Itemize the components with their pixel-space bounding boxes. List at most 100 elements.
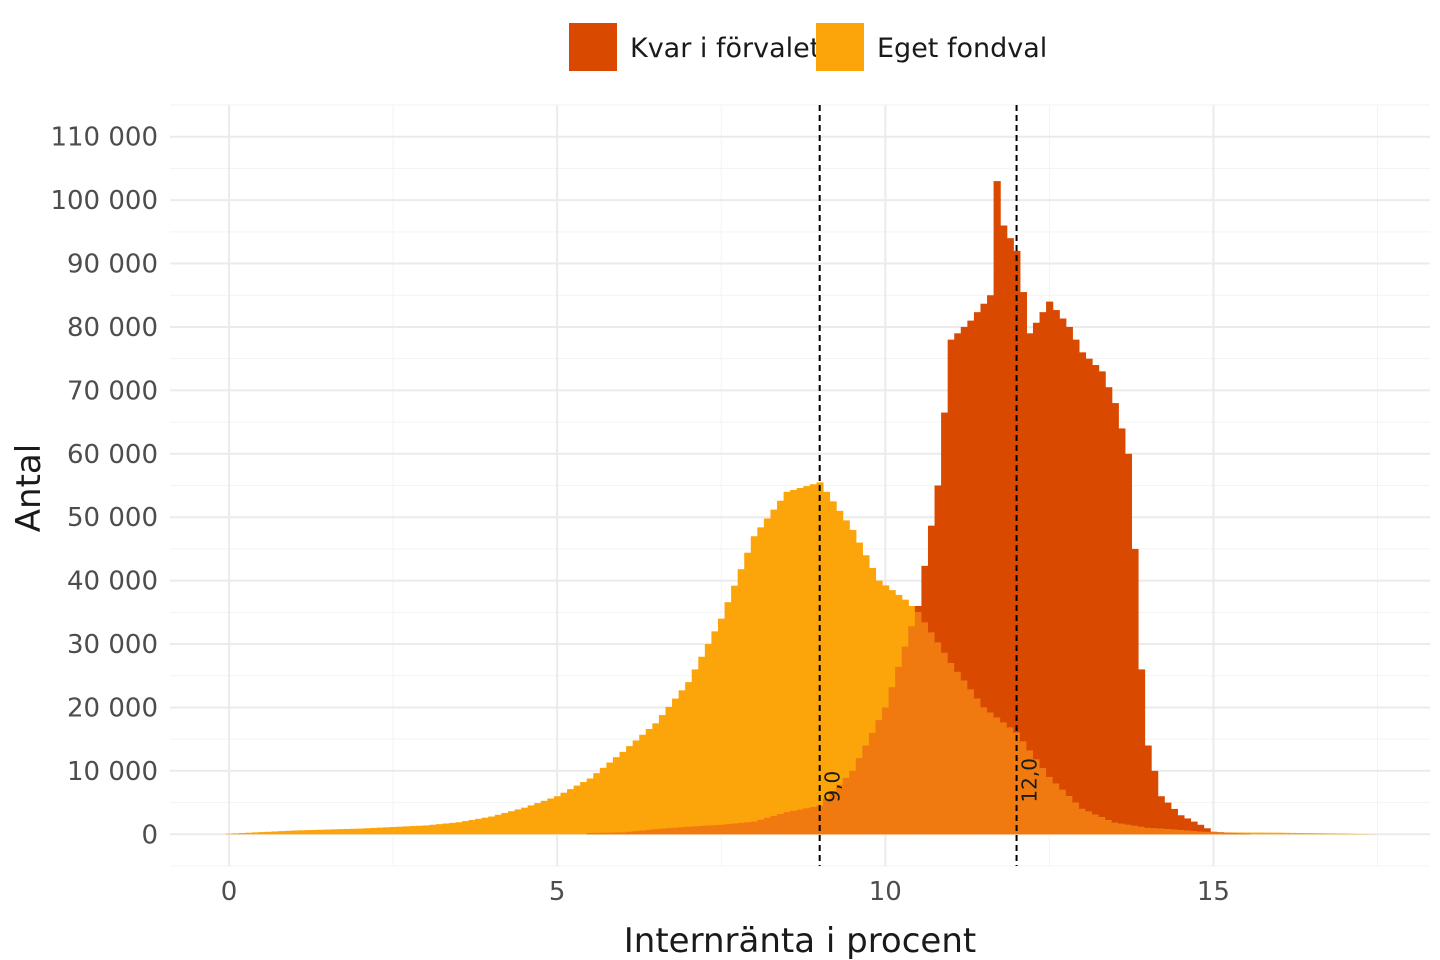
bar-overlap <box>1078 808 1087 835</box>
bar-eget-fondval <box>717 618 726 835</box>
bar-overlap <box>822 798 831 835</box>
bar-eget-fondval <box>265 831 273 835</box>
bar-overlap <box>1098 817 1106 835</box>
bar-kvar-i-forvalet <box>1013 250 1021 733</box>
bar-eget-fondval <box>790 489 798 835</box>
bar-overlap <box>731 823 739 835</box>
bar-eget-fondval <box>1334 833 1343 835</box>
bar-eget-fondval <box>252 832 260 835</box>
bar-eget-fondval <box>868 567 877 835</box>
bar-kvar-i-forvalet <box>1026 333 1034 751</box>
bar-kvar-i-forvalet <box>1164 802 1172 830</box>
bar-eget-fondval <box>455 822 463 835</box>
bar-overlap <box>586 833 594 835</box>
bar-eget-fondval <box>238 833 247 835</box>
bar-overlap <box>1118 823 1126 835</box>
bar-kvar-i-forvalet <box>1111 403 1119 823</box>
bar-eget-fondval <box>809 484 818 835</box>
bar-kvar-i-forvalet <box>1105 387 1113 821</box>
bar-kvar-i-forvalet <box>1046 301 1054 778</box>
bar-overlap <box>599 832 608 835</box>
bar-overlap <box>1000 722 1008 835</box>
bar-eget-fondval <box>612 757 621 835</box>
bar-eget-fondval <box>744 552 752 835</box>
bar-eget-fondval <box>1249 832 1257 835</box>
bar-kvar-i-forvalet <box>1170 808 1178 830</box>
bar-eget-fondval <box>665 706 673 835</box>
bar-overlap <box>934 642 942 835</box>
bar-eget-fondval <box>1295 832 1303 835</box>
bar-eget-fondval <box>770 509 778 835</box>
bar-overlap <box>803 808 811 835</box>
bar-eget-fondval <box>337 829 345 835</box>
bar-eget-fondval <box>763 518 772 835</box>
bar-eget-fondval <box>632 740 640 835</box>
bar-eget-fondval <box>462 821 470 835</box>
bar-eget-fondval <box>685 682 693 835</box>
bar-eget-fondval <box>573 785 581 835</box>
bar-overlap <box>1210 832 1218 835</box>
bar-eget-fondval <box>245 832 253 835</box>
bar-overlap <box>639 830 647 835</box>
bar-eget-fondval <box>567 789 575 835</box>
bar-eget-fondval <box>258 832 266 835</box>
bar-eget-fondval <box>796 488 804 835</box>
bar-kvar-i-forvalet <box>960 326 968 681</box>
bar-overlap <box>665 828 673 835</box>
x-tick-label: 10 <box>869 877 902 907</box>
bar-eget-fondval <box>1341 833 1349 835</box>
y-tick-label: 70 000 <box>67 376 158 406</box>
bar-kvar-i-forvalet <box>1085 358 1093 812</box>
bar-overlap <box>1203 831 1211 835</box>
bar-eget-fondval <box>803 486 811 835</box>
bar-overlap <box>1144 827 1152 835</box>
bar-overlap <box>1052 783 1060 835</box>
bar-eget-fondval <box>494 814 503 835</box>
bar-kvar-i-forvalet <box>1092 365 1100 815</box>
bar-eget-fondval <box>501 812 509 835</box>
bar-eget-fondval <box>271 831 279 835</box>
bar-eget-fondval <box>1321 833 1329 835</box>
bar-overlap <box>691 826 699 835</box>
bar-eget-fondval <box>350 828 358 835</box>
bar-kvar-i-forvalet <box>973 312 982 699</box>
bar-overlap <box>1013 732 1021 835</box>
legend-label-eget: Eget fondval <box>877 33 1047 64</box>
legend: Kvar i förvalet Eget fondval <box>569 23 1047 71</box>
y-axis-title: Antal <box>9 444 49 532</box>
bar-overlap <box>717 824 726 835</box>
bar-kvar-i-forvalet <box>1032 322 1041 760</box>
bar-kvar-i-forvalet <box>993 181 1001 718</box>
bar-overlap <box>895 666 903 835</box>
bar-overlap <box>1190 831 1198 835</box>
bar-kvar-i-forvalet <box>1210 831 1218 833</box>
bar-eget-fondval <box>422 825 430 835</box>
bar-overlap <box>698 825 706 835</box>
bar-eget-fondval <box>724 602 732 835</box>
bar-kvar-i-forvalet <box>1052 310 1060 784</box>
bar-eget-fondval <box>849 529 857 835</box>
bar-eget-fondval <box>842 520 850 835</box>
reference-lines: 9,0 12,0 <box>818 105 1042 866</box>
bar-kvar-i-forvalet <box>1157 796 1165 829</box>
bar-overlap <box>1059 789 1067 835</box>
bar-overlap <box>1229 832 1238 835</box>
bar-eget-fondval <box>317 829 325 835</box>
bar-overlap <box>744 822 752 835</box>
y-tick-label: 20 000 <box>67 693 158 723</box>
bar-eget-fondval <box>639 734 647 835</box>
y-tick-label: 80 000 <box>67 313 158 343</box>
bar-kvar-i-forvalet <box>1039 312 1047 769</box>
bar-overlap <box>724 824 732 835</box>
bar-overlap <box>908 626 916 835</box>
bar-overlap <box>993 717 1001 835</box>
bar-eget-fondval <box>606 762 614 835</box>
bar-eget-fondval <box>593 773 601 835</box>
bar-kvar-i-forvalet <box>1144 745 1152 828</box>
bar-kvar-i-forvalet <box>1019 292 1028 742</box>
bar-eget-fondval <box>291 830 299 835</box>
bar-eget-fondval <box>757 527 765 835</box>
bar-eget-fondval <box>836 510 844 835</box>
bar-overlap <box>606 832 614 835</box>
bar-kvar-i-forvalet <box>921 565 929 623</box>
